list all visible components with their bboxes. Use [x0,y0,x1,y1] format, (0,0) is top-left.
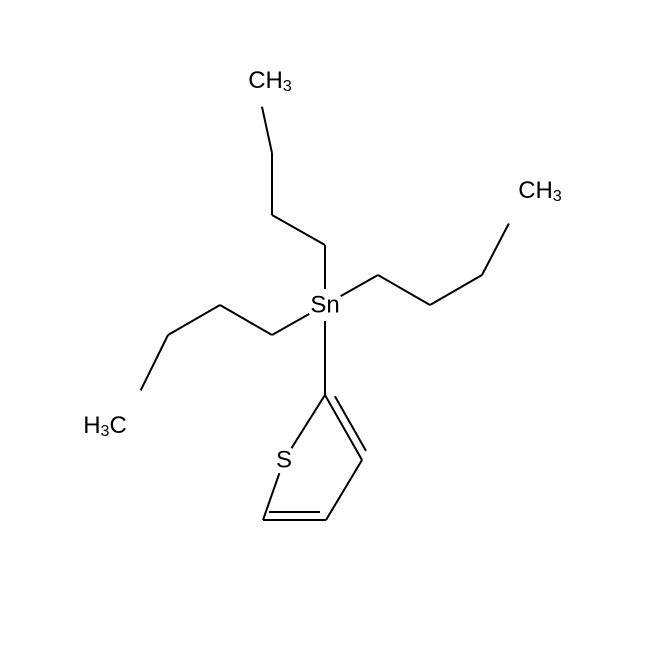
atom-label-sn: Sn [310,292,339,319]
atom-label-ch3-right: CH3 [518,177,562,205]
atom-label-ch3-top: CH3 [248,67,292,95]
molecule-diagram: Sn S CH3 CH3 H3C [0,0,650,650]
atom-label-s: S [276,447,292,474]
atom-label-h3c-left: H3C [83,412,127,440]
